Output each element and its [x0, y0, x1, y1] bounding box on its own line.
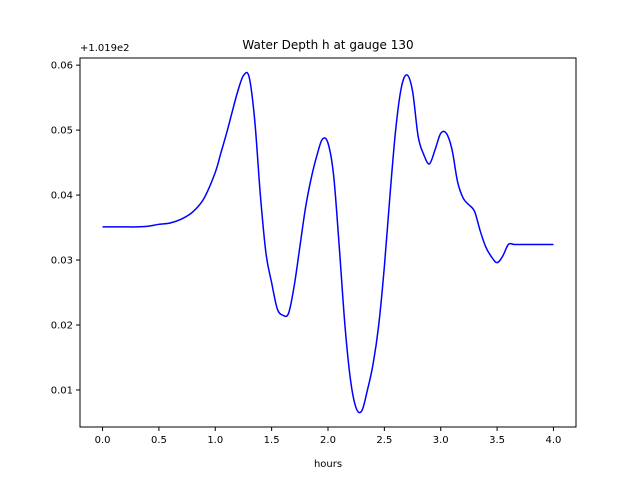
y-tick-label: 0.03: [51, 256, 73, 267]
chart-title: Water Depth h at gauge 130: [242, 38, 413, 52]
y-tick-label: 0.04: [51, 191, 73, 202]
x-tick-label: 0.0: [95, 435, 111, 446]
y-offset-label: +1.019e2: [80, 43, 130, 54]
axis-ticks: 0.0 0.5 1.0 1.5 2.0 2.5 3.0 3.5 4.0 0.01 0.02 0.03 0…: [51, 61, 562, 446]
y-tick-label: 0.05: [51, 126, 73, 137]
x-tick-label: 3.5: [489, 435, 505, 446]
series-layer: [102, 71, 554, 414]
x-tick-label: 2.0: [320, 435, 336, 446]
x-tick-label: 3.0: [433, 435, 449, 446]
series-line-0: [102, 71, 554, 414]
x-axis-label: hours: [314, 459, 342, 470]
plot-frame: [79, 57, 577, 428]
x-tick-label: 1.0: [207, 435, 223, 446]
x-tick-label: 1.5: [264, 435, 280, 446]
y-tick-label: 0.01: [51, 385, 73, 396]
x-tick-label: 2.5: [376, 435, 392, 446]
x-tick-label: 4.0: [546, 435, 562, 446]
y-tick-label: 0.02: [51, 321, 73, 332]
y-tick-label: 0.06: [51, 61, 73, 72]
x-tick-label: 0.5: [151, 435, 167, 446]
